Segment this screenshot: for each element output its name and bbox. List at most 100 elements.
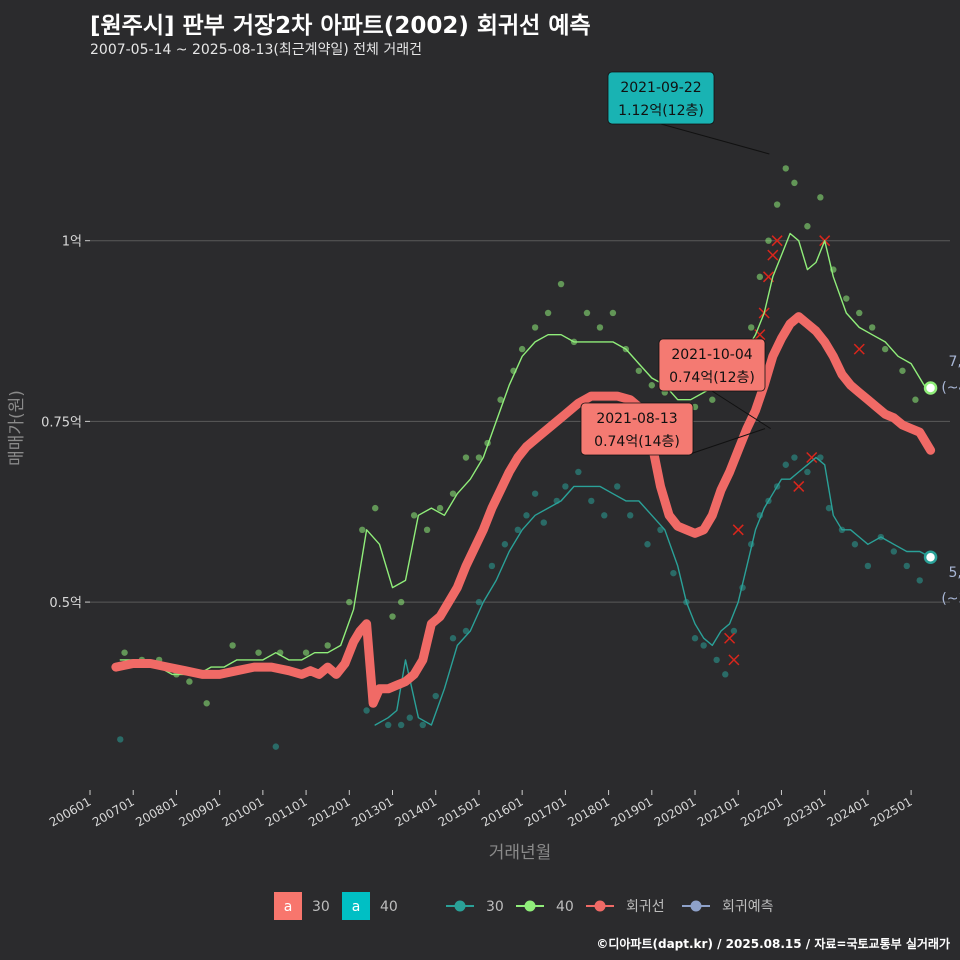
scatter-point-40 [531, 324, 539, 331]
scatter-point-30 [462, 627, 470, 635]
scatter-point-30 [501, 541, 509, 548]
scatter-point-40 [497, 396, 504, 403]
annotations: 7,962 (~40㎡) 5,621 (~30㎡) 2021-09-22 1.12억(12… [580, 71, 960, 607]
scatter-point-40 [635, 367, 643, 374]
scatter-point-40 [324, 642, 331, 649]
scatter-point-40 [709, 396, 716, 403]
legend-fill-glyph: a [352, 899, 361, 915]
scatter-points [117, 165, 923, 750]
scatter-point-30 [670, 569, 677, 577]
scatter-point-40 [773, 201, 781, 208]
scatter-point-40 [748, 324, 755, 331]
annotation-date: 2021-09-22 [620, 80, 701, 96]
scatter-point-30 [644, 541, 651, 548]
legend-fill-key [274, 892, 302, 920]
legend-line-dot [690, 900, 702, 912]
legend-line-label: 회귀예측 [722, 899, 774, 915]
annotation-price: 0.74억(12층) [669, 370, 755, 386]
scatter-point-30 [588, 497, 595, 505]
scatter-point-30 [700, 642, 707, 649]
scatter-point-30 [825, 504, 833, 512]
x-tick-label: 202001 [652, 794, 699, 829]
scatter-point-30 [475, 598, 483, 606]
scatter-point-30 [916, 577, 923, 584]
scatter-point-30 [614, 483, 621, 490]
scatter-point-40 [186, 678, 193, 685]
annotation-box [580, 402, 694, 456]
scatter-point-40 [899, 367, 906, 374]
series-line-30 [374, 456, 932, 726]
scatter-point-40 [255, 649, 262, 656]
series-line-회귀선 [111, 312, 936, 708]
scatter-point-40 [765, 237, 772, 244]
scatter-point-30 [117, 736, 124, 743]
annotation-date: 2021-08-13 [596, 411, 677, 427]
grid-lines [90, 240, 950, 603]
scatter-point-30 [419, 721, 426, 729]
scatter-point-30 [523, 512, 530, 519]
x-tick-label: 201701 [522, 794, 569, 829]
x-tick-label: 202301 [781, 794, 828, 829]
scatter-point-40 [410, 512, 418, 519]
x-tick-label: 201001 [220, 794, 267, 829]
scatter-point-40 [462, 454, 470, 461]
scatter-point-40 [423, 526, 431, 534]
scatter-point-30 [272, 743, 280, 750]
scatter-point-30 [514, 526, 522, 534]
legend-fill-label: 40 [380, 899, 398, 915]
outlier-cross-marker [728, 654, 740, 666]
annotation-recent-b: 2021-08-13 0.74억(14층) [580, 402, 766, 456]
x-tick-label: 201301 [349, 794, 396, 829]
scatter-point-30 [627, 512, 634, 519]
annotation-leader [711, 390, 771, 430]
outlier-cross-stroke [724, 632, 736, 644]
annotation-leader [686, 428, 766, 456]
chart-subtitle: 2007-05-14 ~ 2025-08-13(최근계약일) 전체 거래건 [90, 42, 422, 58]
scatter-point-30 [791, 454, 798, 461]
scatter-point-30 [406, 714, 413, 721]
annotation-peak-40: 2021-09-22 1.12억(12층) [607, 71, 770, 155]
scatter-point-40 [912, 396, 919, 403]
y-tick-label: 0.75억 [41, 415, 82, 430]
outlier-cross-marker [771, 235, 783, 247]
scatter-point-30 [804, 468, 811, 476]
legend-line-dot [524, 900, 536, 912]
annotation-price: 1.12억(12층) [618, 103, 704, 119]
outlier-cross-stroke [771, 235, 783, 247]
outlier-cross-stroke [767, 249, 779, 261]
scatter-point-40 [346, 598, 353, 606]
legend-line-label: 회귀선 [626, 899, 665, 915]
series-lines [111, 232, 936, 726]
x-tick-label: 202101 [695, 794, 742, 829]
scatter-point-30 [851, 541, 859, 548]
scatter-point-40 [881, 345, 889, 353]
outlier-cross-stroke [806, 451, 818, 464]
forecast-point [923, 550, 938, 564]
y-tick-label: 0.5억 [49, 596, 82, 611]
annotation-box [658, 338, 766, 392]
annotation-leader [660, 123, 770, 155]
x-tick-label: 201501 [436, 794, 483, 829]
scatter-point-30 [903, 562, 910, 570]
legend-fill-label: 30 [312, 899, 330, 915]
outlier-cross-marker [724, 632, 736, 644]
end-label-unit: (~30㎡) [941, 591, 960, 607]
x-tick-label: 202201 [738, 794, 785, 829]
end-label-value: 7,962 [949, 354, 960, 370]
scatter-point-40 [359, 526, 366, 534]
forecast-point [923, 381, 938, 395]
legend-fill-glyph: a [284, 899, 293, 915]
legend-line-dot [454, 900, 466, 912]
scatter-point-30 [730, 627, 738, 635]
annotation-box [607, 71, 715, 125]
scatter-point-30 [890, 548, 898, 555]
scatter-point-40 [756, 273, 764, 281]
x-axis-title: 거래년월 [489, 843, 552, 863]
x-tick-label: 200801 [133, 794, 180, 829]
scatter-point-30 [363, 707, 370, 714]
legend-line-label: 30 [486, 899, 504, 915]
outlier-cross-stroke [732, 524, 744, 536]
y-axis-title: 매매가(원) [7, 390, 27, 466]
x-tick-label: 201901 [609, 794, 656, 829]
scatter-point-40 [449, 490, 457, 497]
